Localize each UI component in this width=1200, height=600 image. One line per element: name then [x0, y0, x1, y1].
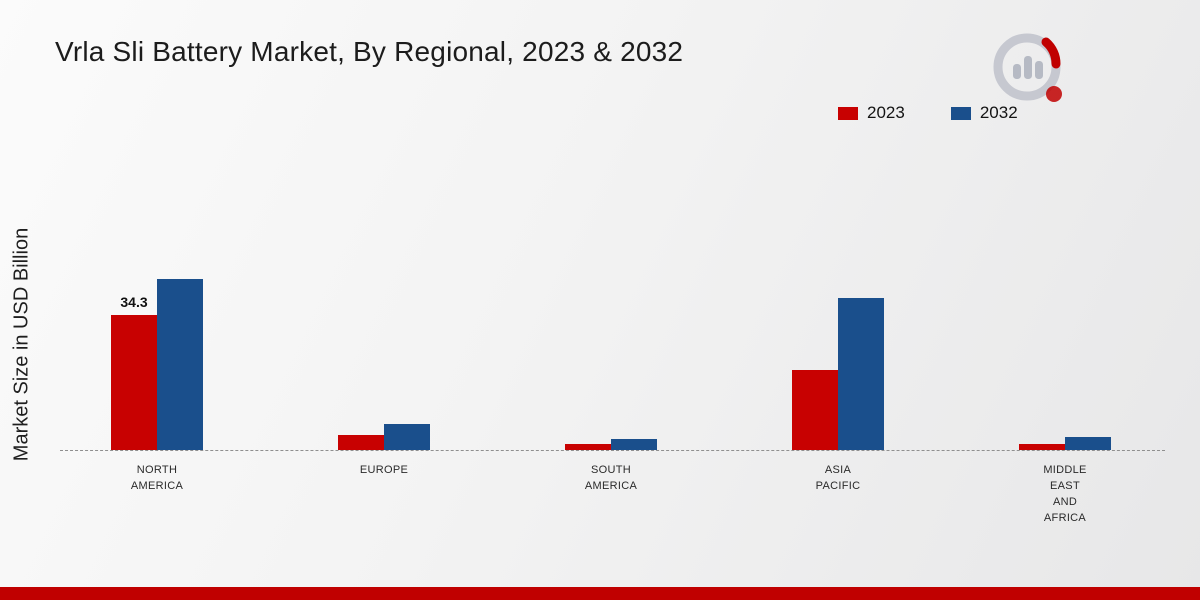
category-label-europe: EUROPE [359, 464, 409, 476]
bar-2023-asia-pacific [792, 370, 838, 450]
x-axis-line [60, 450, 1165, 451]
bar-2023-middle-east-and-africa [1019, 444, 1065, 450]
category-label-south-america: SOUTH AMERICA [584, 464, 638, 492]
legend-swatch-2032 [950, 106, 971, 120]
legend-label-2032: 2032 [979, 103, 1018, 122]
bar-2032-middle-east-and-africa [1065, 437, 1111, 450]
category-label-asia-pacific: ASIA PACIFIC [815, 464, 861, 492]
legend-item-2023: 2023 [838, 103, 905, 123]
bar-2023-north-america [111, 315, 157, 450]
magnifier-chart-logo-icon [993, 33, 1062, 102]
bar-2032-south-america [611, 439, 657, 450]
brand-logo [988, 26, 1072, 117]
category-label-north-america: NORTH AMERICA [130, 464, 184, 492]
bar-2023-europe [338, 434, 384, 450]
legend-swatch-2023 [838, 106, 858, 120]
bar-2032-north-america [157, 279, 203, 450]
legend-item-2032: 2032 [950, 103, 1018, 123]
legend: 2023 2032 [838, 103, 1018, 123]
bar-2023-south-america [565, 444, 611, 450]
category-label-middle-east-and-africa: MIDDLE EAST AND AFRICA [1043, 464, 1087, 524]
legend-label-2023: 2023 [867, 103, 905, 122]
bar-2032-asia-pacific [838, 298, 884, 450]
bar-2032-europe [384, 424, 430, 450]
footer-accent-bar [0, 587, 1200, 600]
data-label-north-america: 34.3 [120, 294, 148, 310]
chart-title: Vrla Sli Battery Market, By Regional, 20… [55, 36, 684, 67]
